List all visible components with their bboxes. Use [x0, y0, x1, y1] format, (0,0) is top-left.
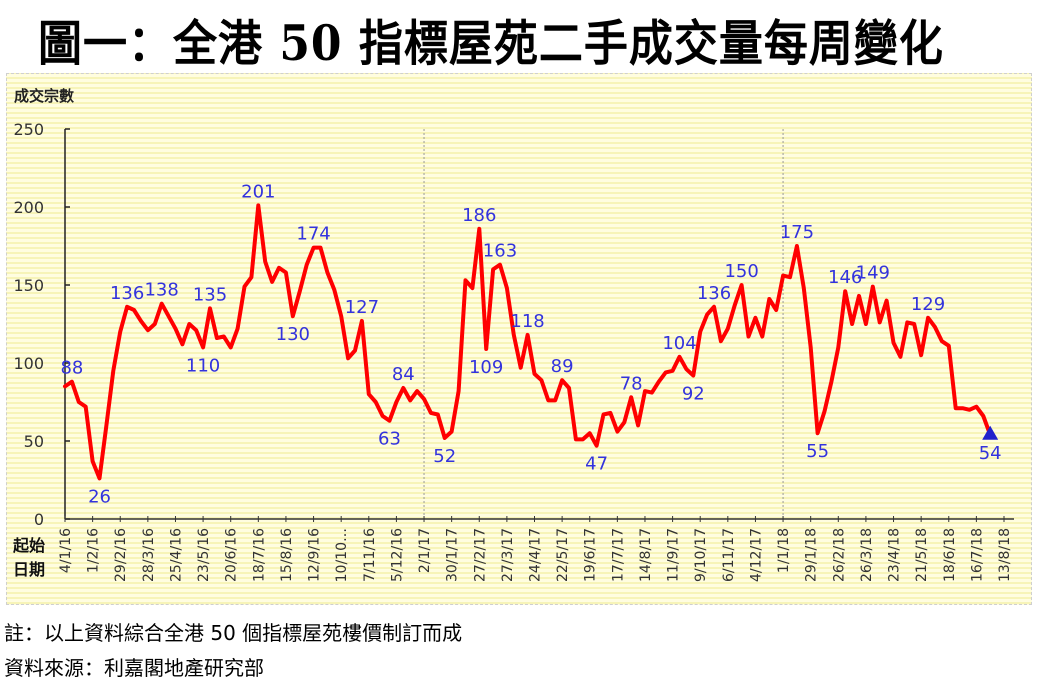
x-tick-label: 23/4/18 [887, 528, 903, 582]
data-label: 84 [392, 364, 415, 385]
data-label: 136 [110, 283, 144, 304]
data-label: 55 [806, 441, 829, 462]
data-label: 118 [510, 311, 544, 332]
axes [64, 129, 1014, 520]
x-tick-label: 15/8/16 [279, 528, 295, 582]
x-tick-label: 14/8/17 [638, 528, 654, 582]
x-tick-label: 21/5/18 [914, 528, 930, 582]
data-label: 26 [88, 486, 111, 507]
x-tick-label: 18/7/16 [251, 528, 267, 582]
x-tick-label: 2/1/17 [417, 528, 433, 573]
y-tick-label: 0 [34, 510, 44, 529]
x-tick-label: 4/1/16 [58, 528, 74, 573]
data-label: 136 [697, 283, 731, 304]
year-dividers [423, 129, 784, 519]
data-label: 109 [469, 357, 503, 378]
x-tick-label: 24/4/17 [528, 528, 544, 582]
data-label: 89 [551, 356, 574, 377]
footnote: 註：以上資料綜合全港 50 個指標屋苑樓價制訂而成 [4, 621, 463, 645]
y-tick-label: 150 [13, 276, 44, 295]
x-tick-label: 25/4/16 [168, 528, 184, 582]
x-tick-label: 9/10/17 [693, 528, 709, 582]
x-tick-label: 1/2/16 [86, 528, 102, 573]
x-tick-label: 17/7/17 [610, 528, 626, 582]
data-label: 138 [144, 280, 178, 301]
data-label: 110 [186, 355, 220, 376]
y-axis-ticks: 0 50 100 150 200 250 [13, 120, 70, 529]
data-label: 54 [979, 443, 1002, 464]
series-line-path [63, 203, 993, 481]
data-label: 163 [483, 241, 517, 262]
data-label: 175 [780, 222, 814, 243]
x-axis-label-line1: 起始 [12, 536, 45, 555]
source-note: 資料來源：利嘉閣地產研究部 [4, 656, 264, 680]
last-point-triangle-icon [982, 425, 999, 440]
y-tick-label: 200 [13, 198, 44, 217]
x-tick-label: 11/9/17 [666, 528, 682, 582]
x-tick-label: 5/12/16 [389, 528, 405, 582]
data-label: 47 [585, 454, 608, 475]
y-axis-label: 成交宗數 [14, 87, 74, 105]
data-label: 150 [724, 261, 758, 282]
x-tick-label: 16/7/18 [969, 528, 985, 582]
data-label: 135 [193, 284, 227, 305]
data-label: 52 [433, 446, 456, 467]
x-tick-label: 7/11/16 [362, 528, 378, 582]
data-label: 146 [828, 267, 862, 288]
x-tick-label: 26/3/18 [859, 528, 875, 582]
x-tick-label: 1/1/18 [776, 528, 792, 573]
data-label: 129 [911, 294, 945, 315]
data-label: 92 [682, 383, 705, 404]
data-label: 149 [856, 263, 890, 284]
x-tick-label: 13/8/18 [997, 528, 1013, 582]
x-tick-label: 27/3/17 [500, 528, 516, 582]
data-label: 104 [662, 333, 696, 354]
data-label: 88 [60, 358, 83, 379]
x-tick-label: 30/1/17 [445, 528, 461, 582]
y-tick-label: 100 [13, 354, 44, 373]
data-label: 78 [620, 373, 643, 394]
x-tick-label: 22/5/17 [555, 528, 571, 582]
x-axis-label-line2: 日期 [13, 560, 45, 579]
x-tick-label: 29/1/18 [804, 528, 820, 582]
x-tick-label: 6/11/17 [721, 528, 737, 582]
x-axis-ticks: 4/1/16 1/2/16 29/2/16 28/3/16 25/4/16 23/5/16… [58, 516, 1013, 582]
data-label: 186 [462, 205, 496, 226]
series-line [63, 203, 999, 481]
x-tick-label: 12/9/16 [307, 528, 323, 582]
x-tick-label: 4/12/17 [748, 528, 764, 582]
x-tick-label: 27/2/17 [472, 528, 488, 582]
x-tick-label: 18/6/18 [942, 528, 958, 582]
y-tick-label: 50 [24, 432, 44, 451]
x-tick-label: 19/6/17 [583, 528, 599, 582]
page-title: 圖一：全港 50 指標屋苑二手成交量每周變化 [38, 16, 944, 73]
x-tick-label: 10/10… [334, 528, 350, 582]
y-tick-label: 250 [13, 120, 44, 139]
data-label: 201 [241, 181, 275, 202]
x-tick-label: 28/3/16 [141, 528, 157, 582]
x-tick-label: 29/2/16 [113, 528, 129, 582]
chart-panel [6, 73, 1032, 605]
x-tick-label: 20/6/16 [224, 528, 240, 582]
data-label: 174 [296, 224, 330, 245]
data-label: 127 [345, 297, 379, 318]
x-tick-label: 23/5/16 [196, 528, 212, 582]
data-label: 130 [276, 324, 310, 345]
data-label: 63 [378, 429, 401, 450]
x-tick-label: 26/2/18 [831, 528, 847, 582]
